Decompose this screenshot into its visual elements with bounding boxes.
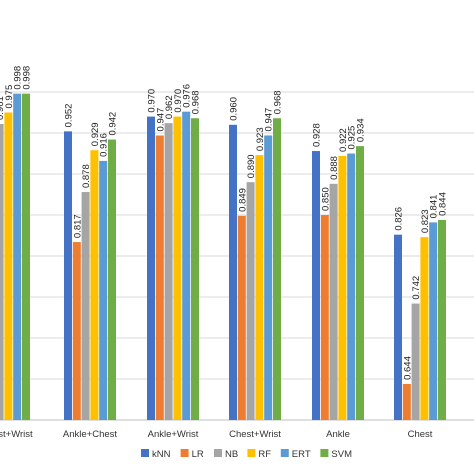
- data-label: 0.817: [72, 214, 83, 238]
- data-label: 0.952: [64, 104, 75, 128]
- data-label: 0.975: [4, 85, 15, 109]
- legend-label-ert: ERT: [292, 449, 311, 460]
- legend-label-svm: SVM: [331, 449, 352, 460]
- data-label: 0.841: [429, 195, 440, 219]
- bar-nb: [164, 123, 173, 420]
- bar-lr: [402, 383, 411, 420]
- bar-svm: [191, 118, 199, 421]
- bar-rf: [173, 116, 182, 420]
- data-label: 0.998: [22, 66, 33, 90]
- data-label: 0.888: [329, 156, 340, 180]
- data-label: 0.929: [90, 122, 101, 146]
- data-label: 0.934: [356, 118, 367, 142]
- bar-knn: [147, 116, 155, 420]
- bar-rf: [90, 150, 99, 420]
- bar-nb: [0, 123, 4, 420]
- data-label: 0.849: [237, 188, 248, 212]
- category-label: +Chest+Wrist: [0, 429, 33, 440]
- data-label: 0.968: [273, 90, 284, 114]
- data-label: 0.976: [182, 84, 193, 108]
- bar-ert: [99, 160, 108, 420]
- bar-rf: [420, 237, 429, 420]
- data-label: 0.890: [246, 154, 257, 178]
- data-label: 0.968: [191, 90, 202, 114]
- bar-svm: [22, 93, 30, 420]
- legend-swatch-knn: [141, 449, 149, 457]
- data-label: 0.844: [438, 192, 449, 216]
- data-label: 0.970: [147, 89, 158, 113]
- data-label: 0.961: [0, 96, 6, 120]
- data-label: 0.742: [411, 276, 422, 300]
- bar-lr: [72, 242, 81, 420]
- data-label: 0.947: [264, 108, 275, 132]
- data-label: 0.923: [255, 127, 266, 151]
- data-label: 0.970: [173, 89, 184, 113]
- data-label: 0.922: [338, 128, 349, 152]
- legend-label-nb: NB: [225, 449, 238, 460]
- legend-swatch-svm: [320, 449, 329, 457]
- bar-rf: [338, 155, 347, 420]
- bar-svm: [438, 219, 446, 420]
- data-label: 0.942: [108, 112, 119, 136]
- legend: kNN LR NB RF ERT SVM: [141, 449, 352, 460]
- bar-rf: [4, 112, 13, 420]
- data-label: 0.644: [402, 356, 413, 380]
- bar-svm: [273, 118, 281, 421]
- category-label: Ankle+Wrist: [148, 429, 199, 440]
- bar-nb: [329, 183, 338, 420]
- category-labels: +Chest+Wrist Ankle+Chest Ankle+Wrist Chest+…: [0, 429, 433, 440]
- data-label: 0.925: [347, 126, 358, 150]
- category-label: Ankle: [326, 429, 350, 440]
- bars: [0, 93, 446, 421]
- bar-ert: [13, 93, 22, 420]
- bar-ert: [429, 222, 438, 420]
- bar-ert: [347, 153, 356, 420]
- bar-lr: [155, 135, 164, 420]
- bar-knn: [64, 131, 72, 421]
- bar-ert: [182, 111, 191, 421]
- data-label: 0.962: [164, 95, 175, 119]
- bar-nb: [246, 182, 255, 420]
- legend-label-knn: kNN: [152, 449, 171, 460]
- bar-svm: [108, 139, 116, 420]
- bar-ert: [264, 135, 273, 420]
- bar-knn: [394, 234, 402, 420]
- data-label: 0.947: [155, 108, 166, 132]
- bar-knn: [312, 151, 320, 421]
- legend-swatch-lr: [180, 449, 189, 457]
- category-label: Chest+Wrist: [229, 429, 281, 440]
- data-label: 0.878: [81, 164, 92, 188]
- data-label: 0.928: [312, 123, 323, 147]
- category-label: Ankle+Chest: [63, 429, 117, 440]
- data-label: 0.916: [99, 133, 110, 157]
- bar-lr: [320, 215, 329, 420]
- legend-label-lr: LR: [192, 449, 204, 460]
- data-label: 0.960: [229, 97, 240, 121]
- bar-nb: [411, 303, 420, 420]
- data-label: 0.850: [320, 187, 331, 211]
- data-labels: 0.9610.9610.9610.9750.9980.9980.9520.817…: [0, 66, 449, 380]
- bar-svm: [356, 146, 364, 420]
- bar-knn: [229, 124, 237, 421]
- legend-label-rf: RF: [258, 449, 271, 460]
- bar-nb: [81, 192, 90, 420]
- data-label: 0.826: [394, 207, 405, 231]
- legend-swatch-nb: [214, 449, 222, 457]
- data-label: 0.823: [420, 209, 431, 233]
- legend-swatch-ert: [280, 449, 289, 457]
- legend-swatch-rf: [247, 449, 256, 457]
- bar-rf: [255, 155, 264, 420]
- data-label: 0.998: [13, 66, 24, 90]
- bar-lr: [237, 215, 246, 420]
- category-label: Chest: [408, 429, 433, 440]
